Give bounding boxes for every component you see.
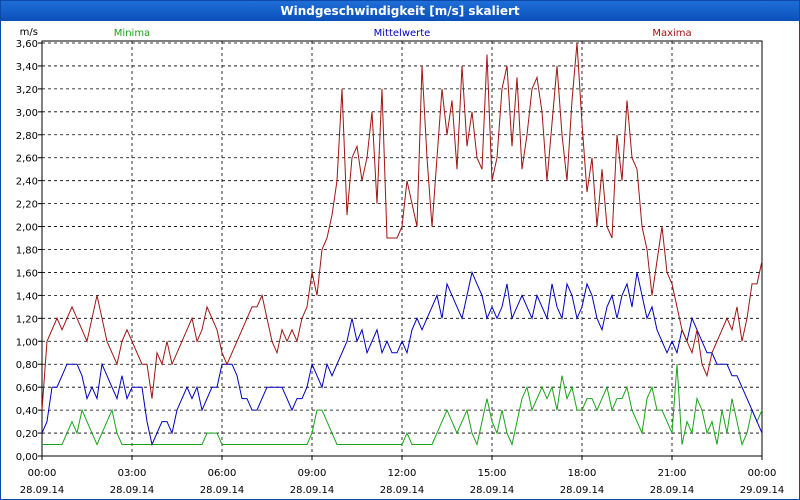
x-tick-date-label: 28.09.14 (110, 485, 155, 496)
y-tick-label: 0,00 (16, 452, 38, 463)
x-tick-time-label: 12:00 (388, 468, 417, 479)
x-tick-time-label: 03:00 (118, 468, 147, 479)
x-tick-time-label: 21:00 (658, 468, 687, 479)
y-tick-label: 1,80 (16, 246, 38, 257)
y-tick-label: 3,20 (16, 85, 38, 96)
y-tick-label: 0,80 (16, 360, 38, 371)
y-tick-label: 2,40 (16, 177, 38, 188)
x-tick-date-label: 28.09.14 (650, 485, 695, 496)
y-tick-label: 2,60 (16, 154, 38, 165)
x-tick-date-label: 28.09.14 (20, 485, 65, 496)
y-tick-label: 1,40 (16, 291, 38, 302)
chart-canvas: 0,00 0,20 0,40 0,60 0,80 1,00 1,20 1,40 1,60 1,80… (16, 27, 785, 496)
y-tick-label: 3,40 (16, 62, 38, 73)
y-tick-label: 0,20 (16, 429, 38, 440)
y-tick-label: 0,60 (16, 383, 38, 394)
x-tick-date-label: 29.09.14 (740, 485, 785, 496)
x-tick-time-label: 06:00 (208, 468, 237, 479)
x-tick-time-label: 15:00 (478, 468, 507, 479)
x-tick-time-label: 00:00 (28, 468, 57, 479)
y-tick-label: 1,60 (16, 268, 38, 279)
y-tick-label: 1,00 (16, 337, 38, 348)
legend-mittelwerte: Mittelwerte (374, 28, 431, 39)
series-minima-line (42, 364, 763, 447)
series-maxima-line (41, 42, 763, 411)
legend-maxima: Maxima (652, 28, 691, 39)
x-tick-time-label: 18:00 (568, 468, 597, 479)
x-tick-time-label: 00:00 (748, 468, 777, 479)
plot-frame (41, 40, 763, 457)
y-tick-label: 2,20 (16, 200, 38, 211)
y-tick-label: 1,20 (16, 314, 38, 325)
y-tick-label: 2,00 (16, 223, 38, 234)
window-title: Windgeschwindigkeit [m/s] skaliert (1, 1, 799, 21)
x-tick-date-label: 28.09.14 (380, 485, 425, 496)
x-tick-date-label: 28.09.14 (560, 485, 605, 496)
y-tick-label: 3,00 (16, 108, 38, 119)
x-tick-date-label: 28.09.14 (290, 485, 335, 496)
y-tick-label: 3,60 (16, 39, 38, 50)
x-tick-date-label: 28.09.14 (200, 485, 245, 496)
series-mittelwerte-line (41, 270, 763, 447)
legend-minima: Minima (114, 28, 150, 39)
y-tick-label: 2,80 (16, 131, 38, 142)
y-axis-label: m/s (20, 27, 38, 38)
y-tick-label: 0,40 (16, 406, 38, 417)
x-tick-date-label: 28.09.14 (470, 485, 515, 496)
x-tick-time-label: 09:00 (298, 468, 327, 479)
